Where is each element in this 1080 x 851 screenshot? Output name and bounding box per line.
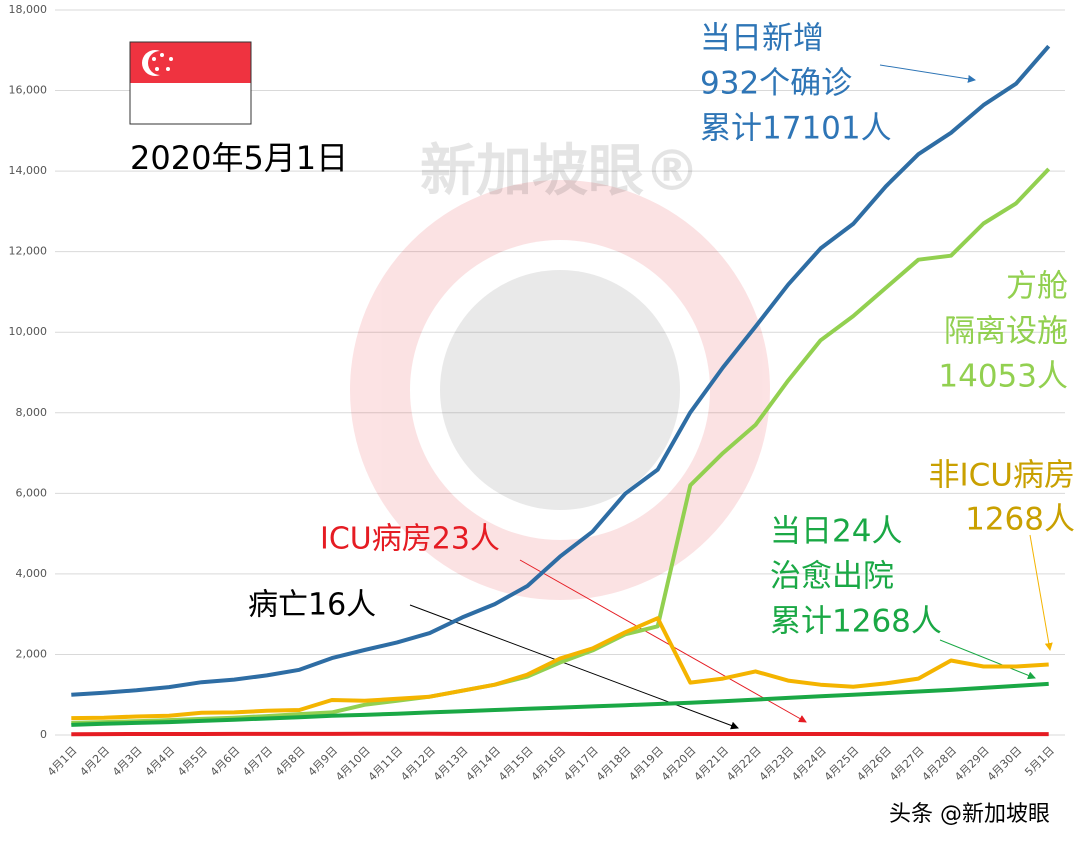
x-tick-label: 4月23日 <box>757 744 797 784</box>
y-tick-label: 10,000 <box>9 325 48 338</box>
x-tick-label: 4月26日 <box>854 744 894 784</box>
x-tick-label: 4月20日 <box>659 744 699 784</box>
x-tick-label: 4月17日 <box>561 744 601 784</box>
arrow <box>879 64 976 83</box>
y-tick-label: 14,000 <box>9 164 48 177</box>
x-tick-label: 4月15日 <box>496 744 536 784</box>
x-tick-label: 4月6日 <box>208 744 243 779</box>
annotation: 方舱 <box>1006 269 1068 305</box>
annotation: ICU病房23人 <box>320 522 500 557</box>
x-tick-label: 4月24日 <box>789 744 829 784</box>
x-tick-label: 5月1日 <box>1022 744 1057 779</box>
x-tick-label: 4月5日 <box>175 744 210 779</box>
arrow <box>409 604 739 730</box>
annotation: 病亡16人 <box>248 588 376 623</box>
annotation: 1268人 <box>965 502 1075 538</box>
watermark-logo <box>350 180 770 600</box>
x-tick-label: 4月13日 <box>431 744 471 784</box>
series-line <box>71 44 1051 697</box>
arrow <box>1029 534 1053 651</box>
arrow <box>519 559 807 723</box>
annotation: 隔离设施 <box>944 314 1068 350</box>
annotation: 14053人 <box>938 359 1068 395</box>
x-tick-label: 4月10日 <box>333 744 373 784</box>
arrow <box>939 639 1036 680</box>
flag <box>129 41 252 125</box>
annotation: 当日新增 <box>700 21 824 57</box>
x-tick-label: 4月4日 <box>143 744 178 779</box>
y-tick-label: 0 <box>40 728 47 741</box>
x-tick-label: 4月8日 <box>273 744 308 779</box>
annotation: 932个确诊 <box>700 66 852 102</box>
x-tick-label: 4月11日 <box>366 744 406 784</box>
annotation: 累计1268人 <box>770 604 942 640</box>
series-line <box>71 616 1049 721</box>
annotation: 当日24人 <box>770 514 902 550</box>
annotation: 治愈出院 <box>770 559 894 595</box>
y-tick-label: 16,000 <box>9 84 48 97</box>
x-tick-label: 4月3日 <box>110 744 145 779</box>
x-tick-label: 4月27日 <box>887 744 927 784</box>
x-tick-label: 4月22日 <box>724 744 764 784</box>
footer: 头条 @新加坡眼 <box>889 802 1050 827</box>
x-tick-label: 4月12日 <box>398 744 438 784</box>
annotation: 累计17101人 <box>700 111 892 147</box>
x-tick-label: 4月18日 <box>594 744 634 784</box>
x-tick-label: 4月28日 <box>920 744 960 784</box>
x-tick-label: 4月1日 <box>45 744 80 779</box>
watermark: 新加坡眼® <box>420 139 700 204</box>
y-tick-label: 18,000 <box>9 3 48 16</box>
y-tick-label: 12,000 <box>9 245 48 258</box>
y-tick-label: 4,000 <box>16 567 48 580</box>
x-tick-label: 4月30日 <box>985 744 1025 784</box>
x-tick-label: 4月25日 <box>822 744 862 784</box>
date-label: 2020年5月1日 <box>130 139 348 177</box>
grid <box>55 9 1065 736</box>
x-tick-label: 4月19日 <box>626 744 666 784</box>
y-tick-label: 8,000 <box>16 406 48 419</box>
annotation: 非ICU病房 <box>929 458 1075 494</box>
x-tick-label: 4月7日 <box>240 744 275 779</box>
x-tick-label: 4月21日 <box>692 744 732 784</box>
x-tick-label: 4月2日 <box>77 744 112 779</box>
x-tick-label: 4月29日 <box>952 744 992 784</box>
y-tick-label: 2,000 <box>16 647 48 660</box>
series-line <box>71 681 1049 727</box>
x-tick-label: 4月14日 <box>463 744 503 784</box>
y-tick-label: 6,000 <box>16 486 48 499</box>
x-tick-label: 4月16日 <box>529 744 569 784</box>
